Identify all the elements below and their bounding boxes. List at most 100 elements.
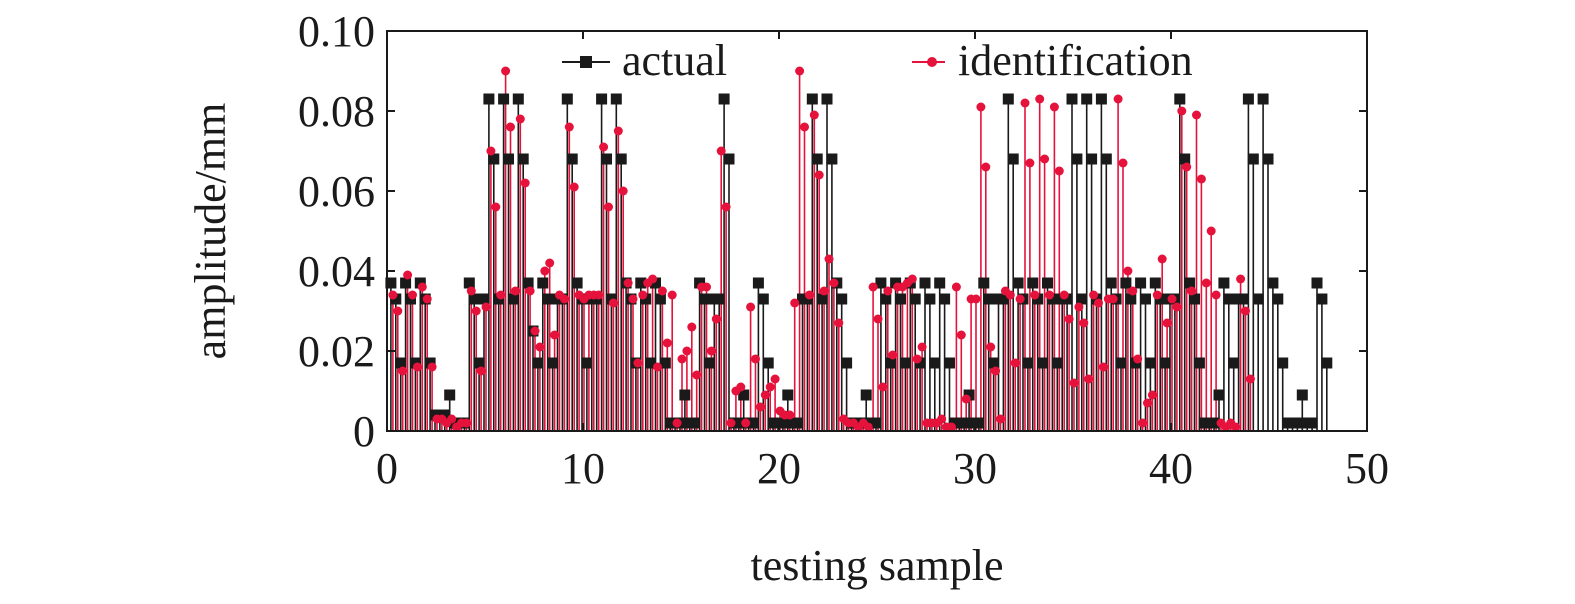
point-actual bbox=[748, 417, 759, 429]
point-actual bbox=[468, 293, 480, 305]
legend-item-identification: identification bbox=[912, 36, 1193, 85]
point-identification bbox=[1098, 362, 1108, 372]
point-identification bbox=[760, 390, 770, 400]
point-identification bbox=[623, 278, 633, 288]
point-actual bbox=[473, 357, 485, 369]
point-identification bbox=[755, 402, 765, 412]
point-actual bbox=[1228, 357, 1240, 369]
point-identification bbox=[481, 302, 491, 312]
point-actual bbox=[1149, 277, 1161, 289]
point-actual bbox=[679, 389, 691, 401]
legend-item-actual: actual bbox=[562, 36, 727, 85]
point-actual bbox=[875, 277, 887, 289]
point-identification bbox=[819, 286, 829, 296]
point-identification bbox=[466, 286, 476, 296]
x-tick-label: 50 bbox=[1345, 444, 1389, 493]
x-axis: 0 10 20 30 40 50 bbox=[376, 31, 1389, 493]
point-actual bbox=[899, 357, 911, 369]
point-actual bbox=[929, 357, 941, 369]
point-identification bbox=[667, 290, 677, 300]
point-actual bbox=[1140, 293, 1151, 305]
point-identification bbox=[1152, 290, 1162, 300]
point-identification bbox=[1025, 158, 1035, 168]
point-actual bbox=[1277, 357, 1289, 369]
x-tick-label: 30 bbox=[953, 444, 997, 493]
point-identification bbox=[1084, 374, 1094, 384]
point-identification bbox=[1040, 154, 1050, 164]
point-identification bbox=[501, 66, 511, 76]
point-actual bbox=[503, 153, 514, 165]
point-actual bbox=[390, 293, 402, 305]
point-actual bbox=[1086, 153, 1098, 165]
point-actual bbox=[1105, 277, 1117, 289]
point-identification bbox=[746, 302, 756, 312]
point-actual bbox=[1184, 277, 1196, 289]
point-actual bbox=[463, 277, 475, 289]
point-identification bbox=[1054, 166, 1064, 176]
point-identification bbox=[672, 418, 682, 428]
point-identification bbox=[991, 366, 1001, 376]
point-identification bbox=[1187, 286, 1197, 296]
point-identification bbox=[653, 362, 662, 372]
point-actual bbox=[444, 389, 456, 401]
point-actual bbox=[909, 293, 921, 305]
x-tick-label: 10 bbox=[561, 444, 605, 493]
point-actual bbox=[581, 357, 593, 369]
point-identification bbox=[1035, 94, 1045, 104]
point-actual bbox=[610, 93, 622, 105]
point-identification bbox=[770, 374, 780, 384]
point-actual bbox=[512, 93, 524, 105]
point-identification bbox=[1167, 294, 1177, 304]
point-actual bbox=[816, 293, 828, 305]
point-actual bbox=[944, 357, 955, 369]
point-identification bbox=[1010, 358, 1020, 368]
point-identification bbox=[535, 342, 545, 352]
point-identification bbox=[1182, 162, 1192, 172]
point-identification bbox=[1206, 226, 1216, 236]
point-actual bbox=[1247, 153, 1259, 165]
point-identification bbox=[510, 286, 520, 296]
point-identification bbox=[1211, 290, 1221, 300]
point-identification bbox=[550, 330, 560, 340]
x-tick-label: 0 bbox=[376, 444, 398, 493]
point-identification bbox=[765, 382, 775, 392]
point-actual bbox=[1037, 357, 1049, 369]
point-identification bbox=[907, 274, 917, 284]
point-identification bbox=[403, 270, 413, 280]
point-identification bbox=[417, 282, 427, 292]
y-tick-label: 0.02 bbox=[298, 327, 375, 376]
point-actual bbox=[1257, 93, 1269, 105]
point-identification bbox=[682, 346, 692, 356]
point-identification bbox=[741, 418, 751, 428]
point-actual bbox=[1159, 357, 1171, 369]
point-actual bbox=[650, 277, 661, 289]
y-tick-label: 0.10 bbox=[298, 7, 375, 56]
point-identification bbox=[1015, 294, 1025, 304]
point-identification bbox=[677, 354, 687, 364]
point-identification bbox=[638, 290, 648, 300]
point-identification bbox=[471, 306, 481, 316]
point-actual bbox=[566, 153, 578, 165]
point-identification bbox=[1192, 110, 1201, 120]
stems-layer bbox=[390, 71, 1328, 431]
point-actual bbox=[522, 277, 534, 289]
point-identification bbox=[1245, 374, 1255, 384]
point-actual bbox=[596, 93, 608, 105]
y-tick-label: 0.06 bbox=[298, 167, 375, 216]
point-identification bbox=[461, 418, 471, 428]
point-actual bbox=[806, 93, 818, 105]
point-identification bbox=[1030, 290, 1040, 300]
point-actual bbox=[1076, 293, 1088, 305]
point-actual bbox=[1012, 277, 1024, 289]
point-actual bbox=[1189, 293, 1200, 305]
point-actual bbox=[478, 293, 490, 305]
point-identification bbox=[687, 322, 697, 332]
point-identification bbox=[657, 286, 667, 296]
point-actual bbox=[645, 357, 657, 369]
point-actual bbox=[792, 417, 804, 429]
point-actual bbox=[1154, 293, 1166, 305]
point-actual bbox=[1174, 93, 1186, 105]
point-actual bbox=[782, 389, 794, 401]
point-actual bbox=[733, 417, 745, 429]
point-actual bbox=[1066, 93, 1078, 105]
